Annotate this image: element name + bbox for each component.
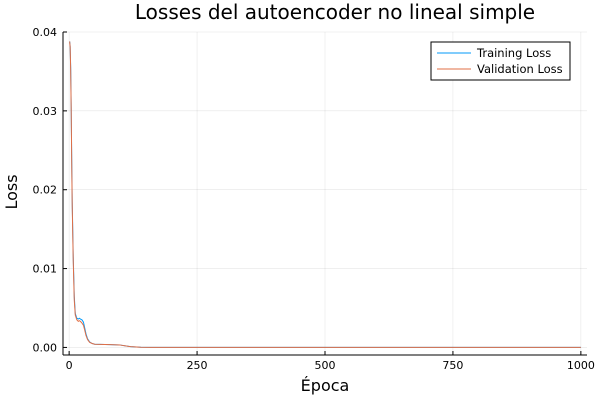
y-tick-label: 0.02 — [33, 184, 58, 197]
y-tick-label: 0.01 — [33, 263, 58, 276]
axes — [62, 31, 587, 356]
x-tick-label: 750 — [442, 359, 463, 372]
x-tick-label: 1000 — [567, 359, 595, 372]
series-layer — [69, 41, 581, 348]
x-axis-label: Época — [301, 376, 350, 395]
legend-box — [430, 41, 571, 81]
chart-title: Losses del autoencoder no lineal simple — [135, 0, 535, 24]
x-tick-label: 500 — [315, 359, 336, 372]
x-tick-label: 0 — [66, 359, 73, 372]
y-axis-label: Loss — [2, 174, 21, 209]
legend-label: Validation Loss — [477, 62, 563, 76]
series-line-1 — [69, 41, 581, 348]
y-tick-label: 0.00 — [33, 341, 58, 354]
tick-labels: 0 250 500 750 1000 0.00 0.01 0.02 0.03 0.04 — [33, 26, 595, 372]
x-tick-label: 250 — [187, 359, 208, 372]
y-tick-label: 0.03 — [33, 105, 58, 118]
legend-label: Training Loss — [476, 46, 551, 60]
y-tick-label: 0.04 — [33, 26, 58, 39]
legend: Training Loss Validation Loss — [430, 41, 571, 81]
